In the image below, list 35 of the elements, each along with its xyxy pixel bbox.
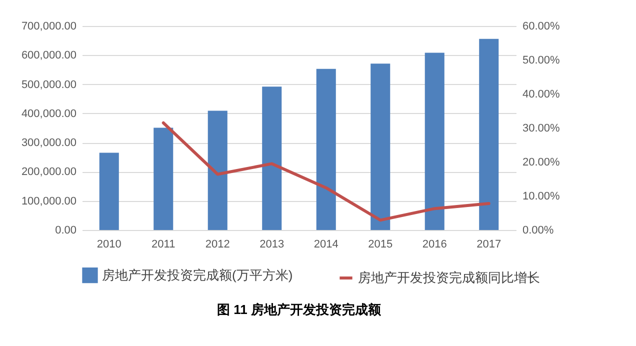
- bar: [370, 64, 390, 230]
- line-series: [162, 121, 490, 222]
- y-tick-label: 500,000.00: [21, 78, 76, 91]
- y-tick-label: 400,000.00: [21, 108, 76, 120]
- y2-tick-label: 60.00%: [522, 20, 560, 32]
- text: 图 11 房地产开发投资完成额: [217, 302, 382, 317]
- x-tick-label: 2013: [260, 238, 284, 250]
- x-tick-label: 2016: [422, 238, 447, 250]
- y2-tick-label: 50.00%: [522, 54, 560, 66]
- x-tick-label: 2012: [205, 238, 230, 250]
- y2-tick-label: 0.00%: [522, 224, 554, 236]
- legend-label: 房地产开发投资完成额(万平方米): [102, 267, 293, 282]
- x-tick-label: 2011: [152, 238, 176, 250]
- y-tick-label: 700,000.00: [21, 20, 76, 32]
- bar: [154, 128, 174, 230]
- bar: [424, 52, 444, 230]
- bar: [262, 86, 282, 230]
- bar: [479, 38, 499, 230]
- y2-tick-label: 20.00%: [522, 156, 560, 168]
- bar: [316, 68, 336, 230]
- bar: [208, 110, 228, 230]
- bar: [99, 152, 119, 230]
- y2-tick-label: 30.00%: [522, 122, 560, 134]
- y-tick-label: 300,000.00: [21, 137, 76, 150]
- x-tick-label: 2017: [476, 238, 502, 250]
- x-tick-label: 2015: [368, 238, 393, 250]
- y-tick-label: 100,000.00: [21, 195, 76, 208]
- y2-tick-label: 40.00%: [522, 88, 560, 100]
- y-tick-label: 0.00: [55, 224, 76, 236]
- y-tick-label: 600,000.00: [21, 50, 76, 62]
- y-tick-label: 200,000.00: [21, 166, 76, 178]
- x-tick-label: 2014: [314, 238, 338, 250]
- x-tick-label: 2010: [96, 238, 122, 250]
- legend-label: 房地产开发投资完成额同比增长: [358, 270, 540, 285]
- y2-tick-label: 10.00%: [522, 190, 560, 202]
